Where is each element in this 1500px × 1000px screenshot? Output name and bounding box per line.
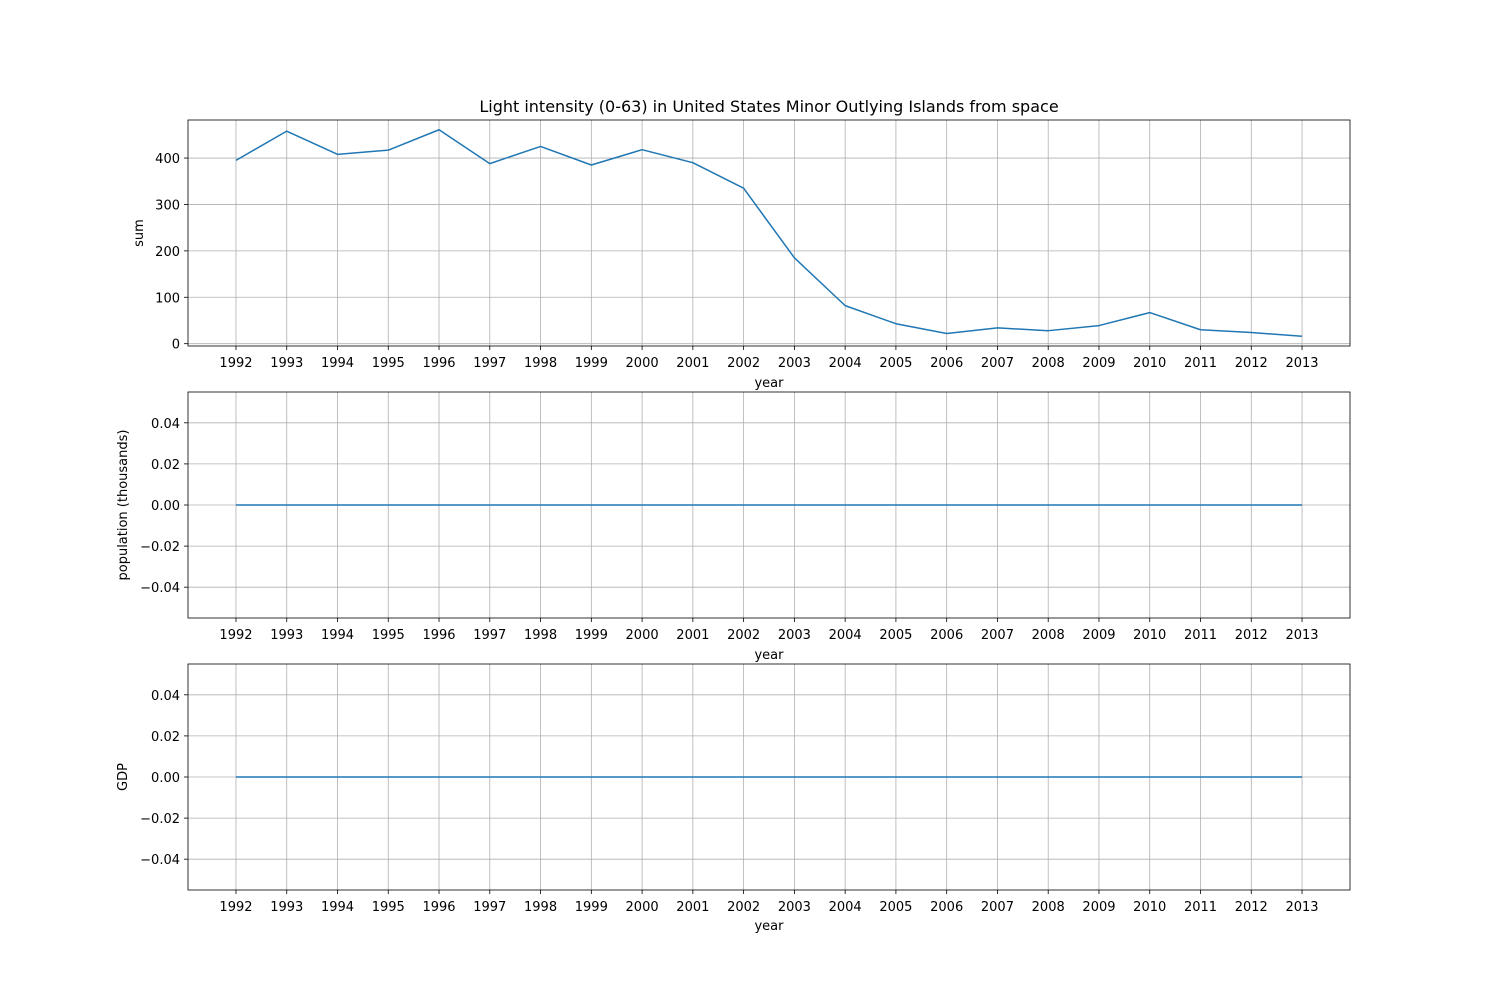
grid <box>188 120 1350 346</box>
x-tick-label: 2002 <box>727 356 760 371</box>
series-line <box>235 129 1303 337</box>
x-tick-label: 2012 <box>1235 356 1268 371</box>
x-tick-label: 2003 <box>778 628 811 643</box>
y-tick-label: 0 <box>172 338 180 353</box>
y-tick-label: 200 <box>155 245 180 260</box>
x-tick-label: 1998 <box>524 628 557 643</box>
y-tick-label: 0.02 <box>151 730 180 745</box>
x-tick-label: 2008 <box>1032 628 1065 643</box>
panel-population: population (thousands) year 1992 1993 1994… <box>116 391 1351 663</box>
y-tick-label: −0.04 <box>140 581 180 596</box>
x-tick-label: 2010 <box>1133 356 1166 371</box>
x-tick-label: 2004 <box>829 900 862 915</box>
x-tick-label: 1997 <box>473 628 506 643</box>
x-tick-label: 2008 <box>1032 356 1065 371</box>
x-tick-label: 2007 <box>981 356 1014 371</box>
y-tick-label: 300 <box>155 198 180 213</box>
x-tick-label: 2003 <box>778 900 811 915</box>
x-tick-label: 2011 <box>1184 628 1217 643</box>
x-tick-label: 1996 <box>422 356 455 371</box>
x-tick-label: 2009 <box>1082 900 1115 915</box>
y-tick-label: 0.04 <box>151 689 180 704</box>
x-tick-label: 2000 <box>626 900 659 915</box>
y-tick-label: −0.02 <box>140 812 180 827</box>
panel-light-intensity: Light intensity (0-63) in United States … <box>132 97 1351 391</box>
x-tick-label: 1994 <box>321 900 354 915</box>
x-tick-label: 2007 <box>981 900 1014 915</box>
y-tick-label: −0.02 <box>140 540 180 555</box>
x-tick-label: 1995 <box>372 356 405 371</box>
x-tick-label: 1997 <box>473 900 506 915</box>
x-tick-label: 2002 <box>727 628 760 643</box>
y-tick-label: 0.04 <box>151 417 180 432</box>
x-tick-label: 1997 <box>473 356 506 371</box>
x-tick-label: 1998 <box>524 356 557 371</box>
x-tick-label: 1995 <box>372 628 405 643</box>
x-tick-label: 2000 <box>626 628 659 643</box>
x-tick-label: 2013 <box>1285 628 1318 643</box>
x-tick-label: 2009 <box>1082 628 1115 643</box>
x-tick-label: 2011 <box>1184 900 1217 915</box>
x-axis-label: year <box>754 648 784 663</box>
x-tick-label: 2011 <box>1184 356 1217 371</box>
x-tick-label: 2000 <box>626 356 659 371</box>
x-tick-label: 2001 <box>676 628 709 643</box>
x-tick-label: 1992 <box>219 356 252 371</box>
x-tick-label: 1992 <box>219 900 252 915</box>
x-tick-label: 2005 <box>879 356 912 371</box>
x-tick-label: 2005 <box>879 900 912 915</box>
x-tick-label: 1996 <box>422 900 455 915</box>
x-tick-label: 2001 <box>676 900 709 915</box>
x-tick-label: 2002 <box>727 900 760 915</box>
x-tick-label: 2006 <box>930 628 963 643</box>
x-tick-label: 2003 <box>778 356 811 371</box>
y-axis-label: sum <box>132 219 147 247</box>
x-tick-label: 1992 <box>219 628 252 643</box>
y-axis-label: GDP <box>116 763 131 791</box>
x-tick-label: 2013 <box>1285 900 1318 915</box>
y-tick-label: 100 <box>155 291 180 306</box>
x-tick-label: 2006 <box>930 900 963 915</box>
x-tick-label: 2010 <box>1133 628 1166 643</box>
x-axis-label: year <box>754 376 784 391</box>
x-tick-label: 1994 <box>321 356 354 371</box>
panel-gdp: GDP year 1992 1993 1994 1995 1996 1997 1998 199… <box>116 663 1351 934</box>
x-tick-label: 2009 <box>1082 356 1115 371</box>
x-tick-label: 1998 <box>524 900 557 915</box>
chart-title: Light intensity (0-63) in United States … <box>479 97 1058 116</box>
y-tick-label: 400 <box>155 152 180 167</box>
x-tick-label: 2013 <box>1285 356 1318 371</box>
x-tick-label: 2004 <box>829 356 862 371</box>
x-tick-label: 2001 <box>676 356 709 371</box>
y-tick-label: 0.00 <box>151 771 180 786</box>
x-tick-label: 2007 <box>981 628 1014 643</box>
axes-frame <box>187 119 1351 347</box>
x-tick-label: 1999 <box>575 900 608 915</box>
x-tick-label: 2004 <box>829 628 862 643</box>
x-tick-label: 1993 <box>270 628 303 643</box>
x-tick-label: 1999 <box>575 628 608 643</box>
x-tick-label: 1995 <box>372 900 405 915</box>
x-tick-label: 1994 <box>321 628 354 643</box>
x-axis-label: year <box>754 919 784 934</box>
x-tick-label: 1993 <box>270 356 303 371</box>
y-tick-label: 0.00 <box>151 499 180 514</box>
y-tick-label: 0.02 <box>151 458 180 473</box>
x-tick-label: 2010 <box>1133 900 1166 915</box>
y-tick-label: −0.04 <box>140 853 180 868</box>
x-tick-label: 2006 <box>930 356 963 371</box>
x-tick-label: 1999 <box>575 356 608 371</box>
x-tick-label: 2005 <box>879 628 912 643</box>
x-tick-label: 1996 <box>422 628 455 643</box>
x-tick-label: 2008 <box>1032 900 1065 915</box>
x-tick-label: 1993 <box>270 900 303 915</box>
x-tick-label: 2012 <box>1235 900 1268 915</box>
x-tick-label: 2012 <box>1235 628 1268 643</box>
y-axis-label: population (thousands) <box>116 430 131 581</box>
